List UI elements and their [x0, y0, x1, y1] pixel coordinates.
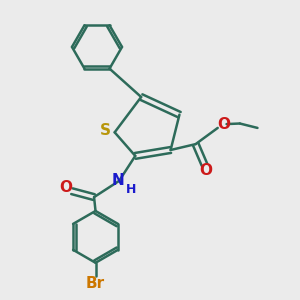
- Text: H: H: [126, 183, 136, 196]
- Text: N: N: [111, 173, 124, 188]
- Text: O: O: [218, 118, 231, 133]
- Text: S: S: [100, 123, 111, 138]
- Text: Br: Br: [86, 277, 105, 292]
- Text: O: O: [200, 163, 212, 178]
- Text: O: O: [60, 180, 73, 195]
